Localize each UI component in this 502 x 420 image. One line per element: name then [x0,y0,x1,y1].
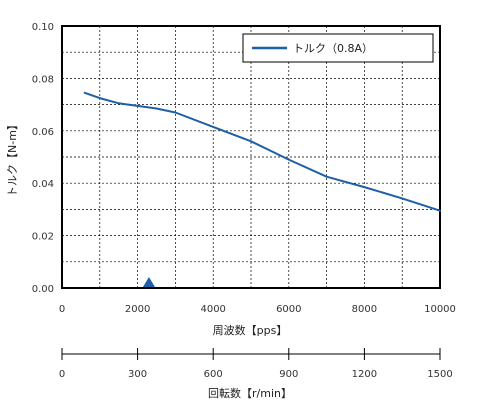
x-tick-label: 4000 [200,304,225,315]
series-group [83,91,441,212]
y-tick-label: 0.04 [32,179,54,190]
y-tick-label: 0.08 [32,74,54,85]
y-tick-label: 0.10 [32,22,54,33]
x-axis-label: 周波数【pps】 [213,324,288,337]
y-axis-label: トルク【N-m】 [6,119,19,197]
y-axis-ticks: 0.00 0.02 0.04 0.06 0.08 0.10 [32,22,54,295]
x-tick-label: 2000 [125,304,150,315]
frequency-marker-triangle [142,277,155,287]
x-axis-ticks: 0 2000 4000 6000 8000 10000 [59,304,456,315]
marker-group [142,277,155,287]
secondary-axis-ticks: 0 300 600 900 1200 1500 [59,348,453,380]
x-tick-label: 0 [59,304,65,315]
x-tick-label: 10000 [424,304,456,315]
secondary-tick-label: 900 [279,369,298,380]
secondary-tick-label: 1200 [352,369,377,380]
plot-frame [61,25,441,289]
legend: トルク（0.8A） [242,33,434,63]
plot-grid [62,26,440,288]
secondary-axis: 0 300 600 900 1200 1500 回転数【r/min】 [59,348,453,400]
series-line-torque [83,91,441,212]
y-tick-label: 0.06 [32,127,54,138]
y-tick-label: 0.00 [32,284,54,295]
x-tick-label: 6000 [276,304,301,315]
secondary-tick-label: 0 [59,369,65,380]
y-tick-label: 0.02 [32,232,54,243]
secondary-tick-label: 600 [204,369,223,380]
legend-label: トルク（0.8A） [293,42,373,55]
x-tick-label: 8000 [352,304,377,315]
secondary-axis-label: 回転数【r/min】 [208,387,292,400]
secondary-tick-label: 1500 [427,369,452,380]
secondary-tick-label: 300 [128,369,147,380]
